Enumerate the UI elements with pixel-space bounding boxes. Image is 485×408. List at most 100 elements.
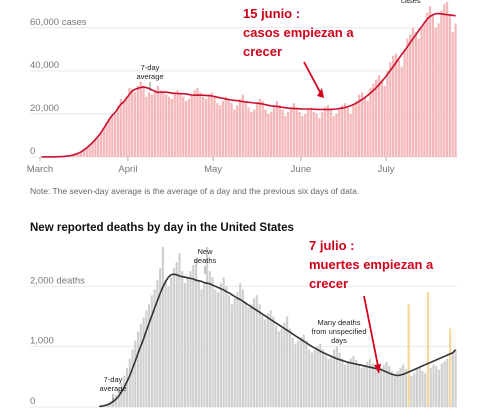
cases-bar <box>148 92 151 157</box>
cases-bar <box>284 116 287 157</box>
deaths-bar <box>117 388 120 407</box>
cases-bar <box>255 103 259 157</box>
cases-bar <box>165 94 168 157</box>
cases-bar <box>156 86 159 157</box>
cases-y-tick-label: 20,000 <box>30 103 59 114</box>
cases-bar <box>428 6 432 157</box>
cases-bar <box>352 105 355 157</box>
cases-bar <box>343 103 347 157</box>
cases-bar <box>349 113 352 157</box>
deaths-bar <box>415 369 419 407</box>
deaths-bar <box>299 337 303 407</box>
deaths-bar <box>211 277 214 407</box>
deaths-bar <box>291 337 294 407</box>
deaths-bar <box>142 317 145 407</box>
deaths-bar <box>214 289 217 407</box>
cases-red-arrow <box>303 61 321 93</box>
cases-bar <box>377 75 381 157</box>
deaths-avg-label-2: average <box>99 384 126 393</box>
cases-y-tick-label: 40,000 <box>30 60 59 71</box>
deaths-unspecified-bars <box>407 292 452 407</box>
cases-bar <box>434 27 437 157</box>
deaths-bar <box>277 331 280 407</box>
cases-bar <box>136 86 139 157</box>
cases-bar <box>182 96 185 157</box>
deaths-bar <box>136 331 140 407</box>
deaths-bar <box>360 367 363 407</box>
cases-bar <box>420 27 423 157</box>
cases-y-tick-label: 60,000 cases <box>30 17 87 28</box>
cases-bar <box>173 92 176 157</box>
cases-bar <box>445 2 449 157</box>
deaths-bar <box>178 253 181 407</box>
deaths-red-annotation-3: crecer <box>309 276 348 291</box>
deaths-bars <box>98 247 457 407</box>
cases-bar <box>272 105 276 157</box>
cases-bar <box>323 107 327 157</box>
deaths-bar <box>330 355 333 407</box>
cases-bar <box>411 27 415 157</box>
deaths-bar <box>424 373 427 407</box>
cases-bar <box>397 60 400 157</box>
cases-bar <box>210 92 213 157</box>
cases-avg-label-2: average <box>136 72 163 81</box>
deaths-unspecified-bar <box>449 328 452 407</box>
cases-bar <box>219 105 222 157</box>
cases-bar <box>358 94 361 157</box>
cases-bar <box>233 109 236 157</box>
deaths-bar <box>283 322 286 407</box>
cases-bar <box>451 32 454 157</box>
cases-top-label: cases <box>401 0 421 5</box>
cases-bar <box>278 105 281 157</box>
cases-bar <box>448 14 452 158</box>
cases-bar <box>244 101 247 157</box>
deaths-bar <box>156 280 159 407</box>
cases-bar <box>91 141 94 157</box>
deaths-red-annotation-2: muertes empiezan a <box>309 257 434 272</box>
deaths-bar <box>170 277 173 407</box>
deaths-bar <box>297 340 300 407</box>
deaths-bar <box>233 298 236 407</box>
cases-bar <box>150 94 154 157</box>
cases-x-tick-label: July <box>378 164 395 175</box>
deaths-bar <box>327 358 330 407</box>
cases-bar <box>116 105 120 157</box>
cases-avg-label-1: 7-day <box>141 63 160 72</box>
deaths-bar <box>241 289 245 407</box>
cases-bar <box>394 53 398 158</box>
deaths-bar <box>275 325 278 407</box>
deaths-tick-labels: 0 1,000 2,000 deaths <box>30 275 85 407</box>
deaths-bar <box>294 343 297 407</box>
deaths-bar <box>346 361 349 407</box>
cases-bar <box>329 109 332 157</box>
cases-bar <box>133 92 137 157</box>
deaths-bar <box>410 375 413 407</box>
cases-bar <box>363 96 366 157</box>
cases-bar <box>102 127 105 157</box>
cases-red-annotation-1: 15 junio : <box>243 6 300 21</box>
cases-bar <box>261 101 264 157</box>
cases-bar <box>250 111 253 157</box>
deaths-bar <box>357 364 361 407</box>
cases-bar <box>77 153 80 157</box>
cases-bar <box>295 107 298 157</box>
cases-average-line <box>41 12 456 158</box>
cases-bar <box>111 115 114 157</box>
deaths-bar <box>197 280 200 407</box>
cases-bar <box>292 103 296 157</box>
deaths-bar <box>219 283 222 407</box>
cases-red-annotation-3: crecer <box>243 44 282 59</box>
cases-bar <box>184 101 188 157</box>
deaths-bar <box>222 277 225 407</box>
deaths-bar <box>371 363 374 407</box>
deaths-new-label-2: deaths <box>194 256 217 265</box>
deaths-bar <box>228 295 231 407</box>
cases-bar <box>306 109 310 157</box>
deaths-bar <box>192 265 195 407</box>
cases-bar <box>312 111 315 157</box>
deaths-bar <box>206 247 209 407</box>
cases-bar <box>332 116 335 157</box>
deaths-bar <box>236 292 239 407</box>
cases-bar <box>375 79 378 157</box>
